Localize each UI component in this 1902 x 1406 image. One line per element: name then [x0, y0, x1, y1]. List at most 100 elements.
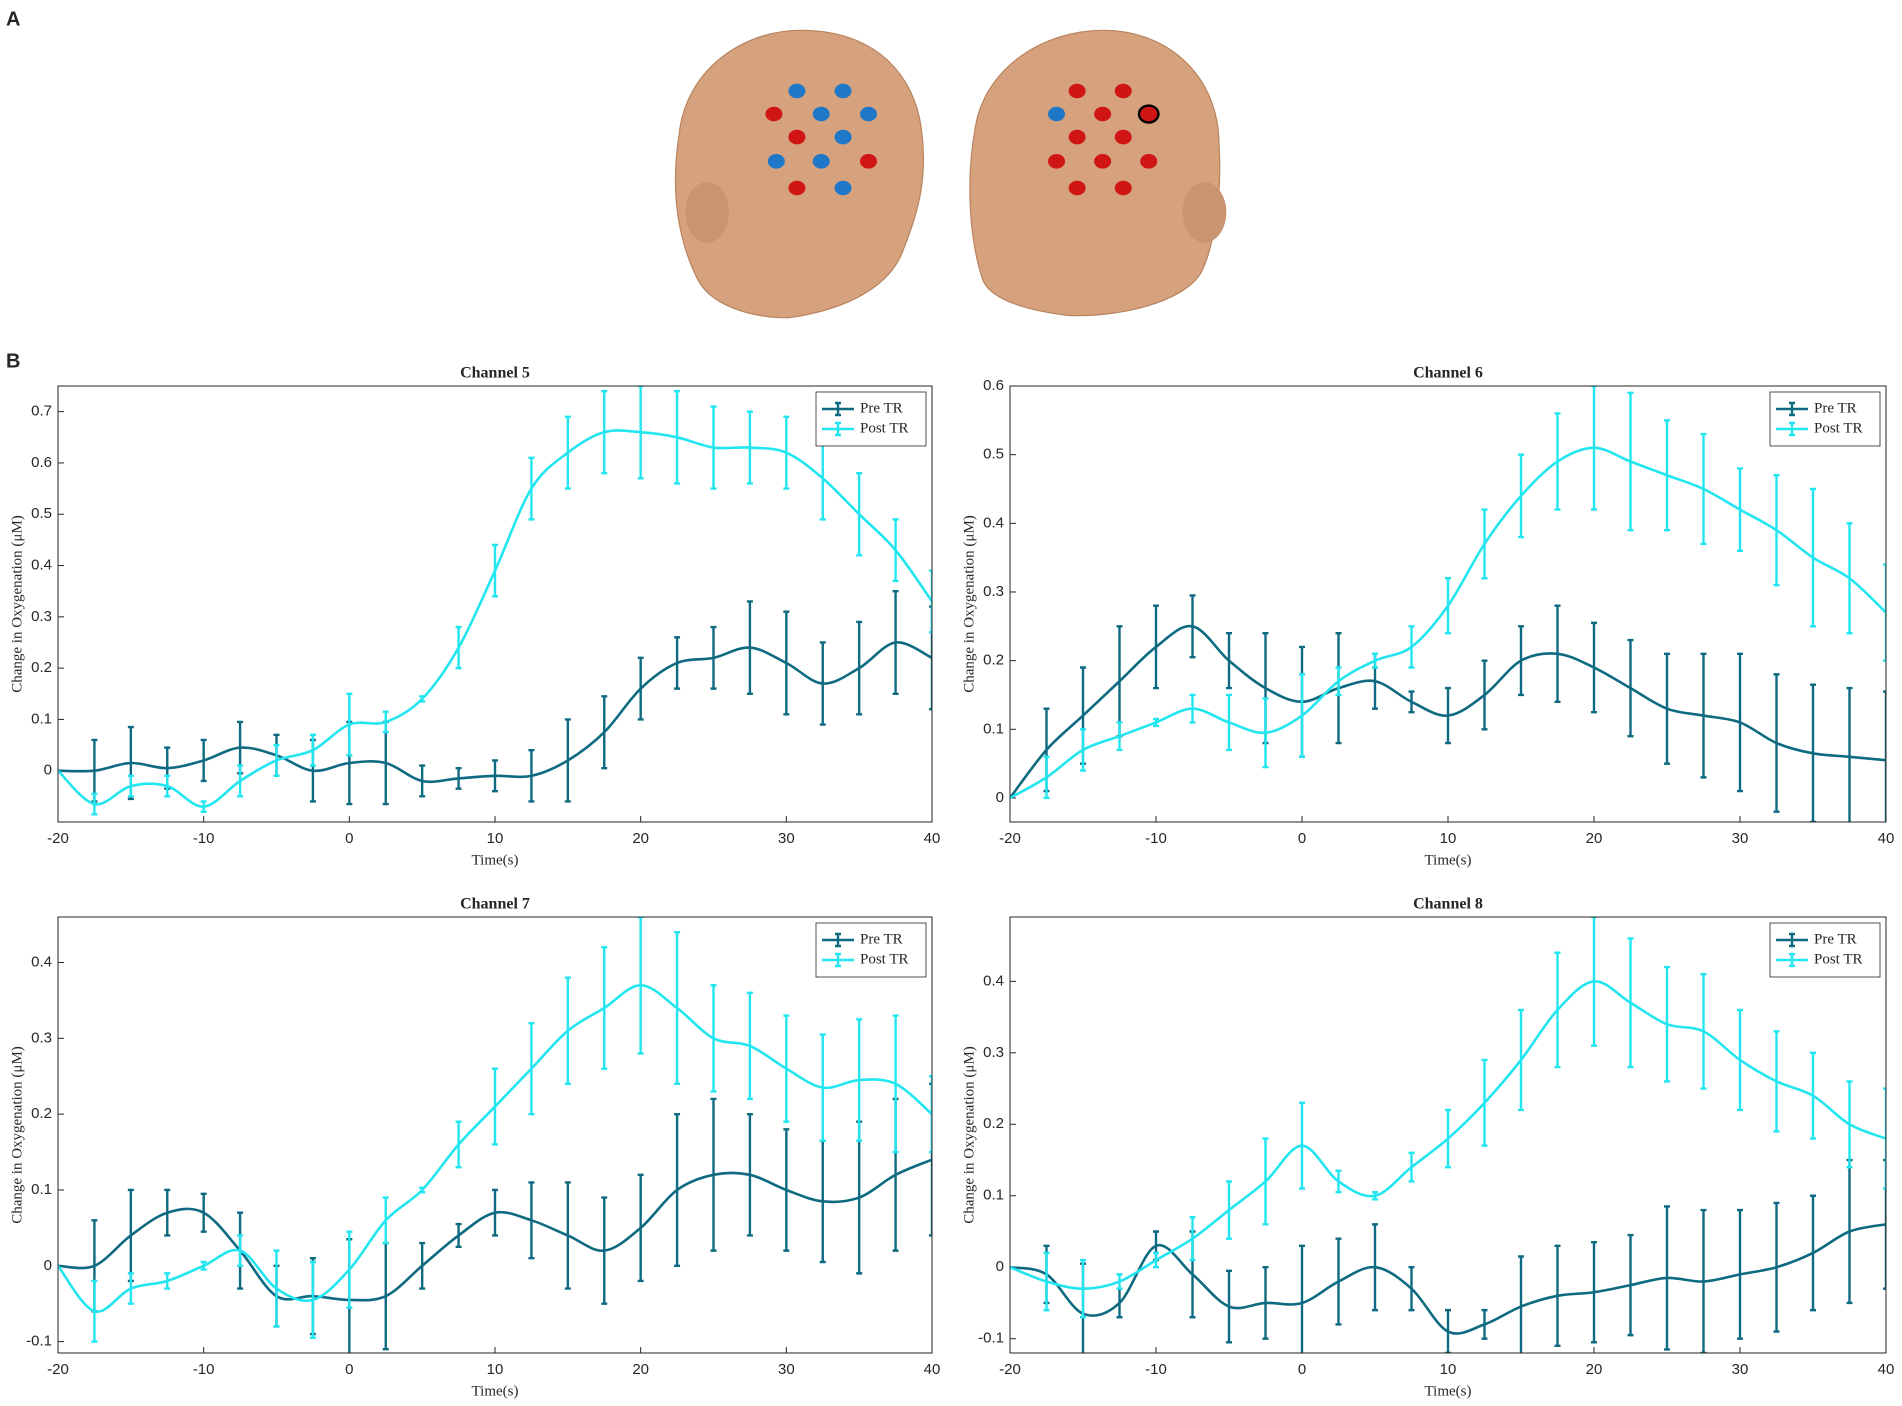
y-tick-label: 0.2: [983, 1115, 1004, 1132]
y-tick-label: -0.1: [978, 1330, 1004, 1347]
error-bar: [1408, 1151, 1415, 1183]
y-tick-label: 0.7: [31, 403, 52, 420]
error-bar: [710, 405, 717, 490]
error-bar: [674, 636, 681, 690]
error-bar: [1554, 1244, 1561, 1348]
error-bar: [492, 1067, 498, 1146]
x-tick-label: 20: [1586, 830, 1603, 847]
y-tick-label: 0: [44, 762, 52, 779]
x-tick-label: 0: [345, 1361, 353, 1378]
error-bar: [746, 600, 753, 695]
error-bar: [1627, 638, 1634, 738]
plot-area: [58, 917, 932, 1353]
legend-label: Pre TR: [860, 931, 903, 947]
y-tick-label: 0.6: [31, 454, 52, 471]
x-tick-label: 40: [924, 830, 941, 847]
legend-label: Post TR: [860, 951, 909, 967]
y-axis-label: Change in Oxygenation (μM): [9, 515, 25, 693]
error-bar: [91, 792, 98, 816]
error-bar: [1737, 1208, 1743, 1340]
y-tick-label: 0: [44, 1257, 52, 1274]
error-bar: [1664, 419, 1670, 532]
y-tick-label: 0: [996, 1258, 1004, 1275]
x-tick-label: 20: [632, 1361, 649, 1378]
error-bar: [273, 1249, 280, 1328]
error-bar: [1846, 1080, 1853, 1169]
error-bar: [492, 1188, 498, 1237]
y-axis-label: Change in Oxygenation (μM): [961, 1046, 977, 1224]
error-bar: [1372, 652, 1378, 669]
error-bar: [200, 1192, 207, 1233]
error-bar: [1372, 1190, 1378, 1201]
x-tick-label: 0: [345, 830, 353, 847]
right-head: [969, 29, 1221, 317]
error-bar: [1262, 1266, 1269, 1340]
error-bar: [1335, 666, 1342, 697]
error-bar: [1189, 1216, 1196, 1262]
error-bar: [455, 766, 462, 790]
error-bar: [273, 743, 280, 778]
error-bar: [200, 800, 207, 813]
error-bar: [1226, 1180, 1232, 1240]
error-bar: [1043, 1251, 1050, 1312]
error-bar: [1445, 1108, 1451, 1169]
error-bar: [1810, 487, 1816, 628]
error-bar: [237, 1234, 244, 1267]
plot-frame: [1009, 916, 1887, 1354]
error-bar: [1189, 693, 1196, 724]
error-bar: [1883, 1087, 1886, 1190]
optode-dots: [765, 83, 1160, 196]
error-bar: [1226, 631, 1232, 690]
error-bar: [1335, 1169, 1342, 1194]
error-bar: [528, 456, 535, 521]
legend: Pre TR Post TR: [815, 922, 927, 978]
right-ear: [1182, 181, 1227, 243]
x-tick-label: -20: [999, 1361, 1021, 1378]
error-bar: [1591, 917, 1597, 1047]
error-bar: [419, 1241, 426, 1290]
error-bar: [528, 748, 535, 803]
legend: Pre TR Post TR: [1769, 391, 1881, 447]
error-bar: [455, 1120, 462, 1169]
plot-frame: [57, 916, 933, 1354]
x-axis-label: Time(s): [1425, 1383, 1472, 1399]
legend-label: Pre TR: [860, 400, 903, 416]
error-bar: [856, 472, 863, 557]
error-bar: [1627, 937, 1634, 1069]
chart-title: Channel 8: [1413, 896, 1483, 913]
x-tick-label: 20: [1586, 1361, 1603, 1378]
error-bar: [1846, 686, 1853, 822]
error-bar: [601, 389, 608, 475]
error-bar: [1153, 604, 1159, 690]
error-bar: [200, 738, 207, 783]
error-bar: [127, 774, 134, 798]
error-bar: [1116, 1273, 1123, 1290]
error-bar: [1846, 522, 1853, 635]
error-bar: [1189, 594, 1196, 659]
error-bar: [1810, 683, 1816, 822]
error-bar: [637, 1173, 644, 1283]
y-tick-label: 0.4: [983, 972, 1004, 989]
y-tick-label: 0.1: [983, 1187, 1004, 1204]
legend-label: Pre TR: [1814, 931, 1857, 947]
error-bar: [710, 1097, 717, 1252]
error-bar: [419, 695, 426, 703]
error-bar: [1700, 972, 1707, 1090]
error-bar: [929, 605, 932, 711]
error-bar: [1627, 1233, 1634, 1337]
error-bar: [1700, 432, 1707, 546]
error-bar: [1700, 652, 1707, 779]
x-tick-label: -10: [193, 1361, 215, 1378]
legend-label: Post TR: [860, 420, 909, 436]
chart-title: Channel 6: [1413, 365, 1483, 382]
y-tick-label: 0.4: [983, 514, 1004, 531]
error-bar: [455, 625, 462, 670]
y-tick-label: 0.3: [983, 1044, 1004, 1061]
error-bar: [1773, 1030, 1780, 1133]
error-bar: [856, 620, 863, 716]
error-bar: [1554, 951, 1561, 1069]
error-bar: [601, 695, 608, 770]
y-tick-label: 0: [996, 789, 1004, 806]
x-tick-label: 10: [487, 1361, 504, 1378]
error-bar: [237, 764, 244, 798]
